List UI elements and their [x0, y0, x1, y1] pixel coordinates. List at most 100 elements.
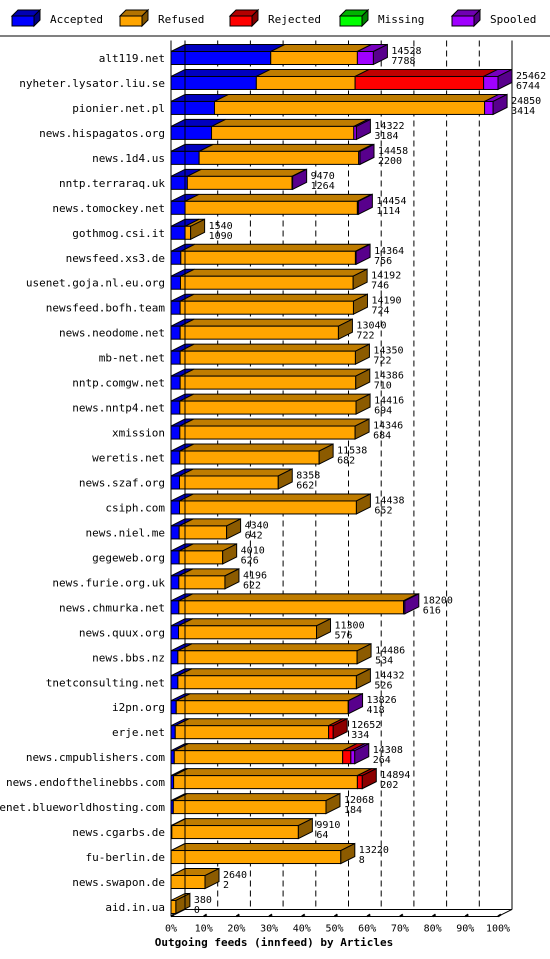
bar-segment-accepted — [171, 726, 175, 739]
category-label: mb-net.net — [99, 352, 165, 365]
bar-top-refused — [172, 819, 313, 826]
data-label-secondary: 1264 — [311, 181, 335, 192]
category-label: news.cmpublishers.com — [26, 751, 165, 764]
bar-top-accepted — [171, 69, 270, 76]
category-label: erje.net — [112, 726, 165, 739]
bar-segment-accepted — [171, 551, 179, 564]
bar-top-refused — [180, 369, 370, 376]
bar-top-rejected — [355, 69, 498, 76]
bar-top-refused — [179, 594, 418, 601]
bar-segment-accepted — [171, 301, 180, 314]
legend-missing: Missing — [340, 10, 424, 26]
bar-segment-refused — [178, 651, 357, 664]
category-label: news.bbs.nz — [92, 651, 165, 664]
category-label: aid.in.ua — [105, 901, 165, 914]
category-label: news.chmurka.net — [59, 601, 165, 614]
bar-top-refused — [178, 644, 371, 651]
category-label: weretis.net — [92, 452, 165, 465]
bar-top-refused — [180, 344, 369, 351]
legend-rejected-label: Rejected — [268, 13, 321, 26]
bar-top-refused — [180, 294, 367, 301]
category-label: newsfeed.bofh.team — [46, 302, 166, 315]
category-label: news.hispagatos.org — [39, 127, 165, 140]
bar-top-refused — [174, 744, 356, 751]
bar-top-refused — [199, 144, 373, 151]
bar-segment-refused — [214, 101, 484, 114]
bar-top-refused — [180, 419, 369, 426]
bar-top-refused — [175, 719, 342, 726]
bar-segment-refused — [256, 76, 355, 89]
data-label-secondary: 722 — [373, 356, 391, 367]
bar-segment-accepted — [171, 276, 180, 289]
data-label-secondary: 2200 — [378, 156, 402, 167]
category-label: newsfeed.xs3.de — [66, 252, 165, 265]
legend-missing-swatch — [340, 16, 362, 26]
legend-refused: Refused — [120, 10, 204, 26]
x-tick-label: 20% — [227, 923, 245, 934]
data-label-secondary: 334 — [351, 730, 369, 741]
data-label-secondary: 626 — [241, 555, 259, 566]
legend-accepted-swatch — [12, 16, 34, 26]
bar-segment-refused — [178, 676, 357, 689]
category-label: i2pn.org — [112, 701, 165, 714]
bar-segment-accepted — [171, 426, 180, 439]
bar-top-refused — [180, 269, 367, 276]
bar-segment-accepted — [171, 701, 176, 714]
bar-top-refused — [271, 45, 372, 52]
bar-segment-refused — [180, 276, 353, 289]
legend-spooled-swatch — [452, 16, 474, 26]
bar-segment-accepted — [171, 676, 178, 689]
bar-segment-accepted — [171, 601, 179, 614]
bar-segment-refused — [171, 900, 176, 913]
data-label-secondary: 1114 — [376, 206, 400, 217]
bar-segment-refused — [187, 176, 292, 189]
bar-segment-accepted — [171, 576, 179, 589]
bar-top-refused — [180, 469, 293, 476]
bar-top-refused — [187, 169, 306, 176]
data-label-secondary: 576 — [335, 630, 353, 641]
data-label-secondary: 1090 — [209, 231, 233, 242]
data-label-secondary: 662 — [296, 480, 314, 491]
data-label-secondary: 3414 — [511, 106, 535, 117]
bar-top-refused — [180, 494, 371, 501]
bar-segment-refused — [185, 201, 357, 214]
data-label-secondary: 682 — [337, 456, 355, 467]
bar-segment-spooled — [485, 101, 494, 114]
data-label-secondary: 3184 — [374, 131, 398, 142]
category-label: usenet.goja.nl.eu.org — [26, 277, 165, 290]
bar-top-refused — [180, 444, 333, 451]
bar-segment-refused — [180, 401, 356, 414]
data-label-secondary: 6744 — [516, 81, 540, 92]
data-label-secondary: 264 — [373, 755, 391, 766]
category-label: nyheter.lysator.liu.se — [19, 77, 165, 90]
bar-segment-refused — [199, 151, 359, 164]
bar-top-refused — [176, 694, 362, 701]
bar-segment-refused — [179, 526, 226, 539]
bar-segment-rejected — [329, 726, 334, 739]
category-label: nntp.terraraq.uk — [59, 177, 165, 190]
bar-segment-refused — [181, 251, 356, 264]
bar-top-refused — [178, 669, 371, 676]
legend-rejected-swatch — [230, 16, 252, 26]
bar-segment-refused — [171, 876, 205, 889]
bar-segment-refused — [175, 726, 328, 739]
category-label: news.endofthelinebbs.com — [6, 776, 165, 789]
bar-segment-accepted — [171, 526, 179, 539]
data-label-secondary: 652 — [374, 505, 392, 516]
x-tick-label: 10% — [195, 923, 213, 934]
bar-segment-accepted — [171, 626, 179, 639]
bar-segment-accepted — [171, 351, 180, 364]
x-tick-label: 60% — [358, 923, 376, 934]
category-label: news.tomockey.net — [52, 202, 165, 215]
bar-segment-refused — [174, 776, 358, 789]
bar-segment-refused — [176, 701, 348, 714]
data-label-secondary: 724 — [371, 306, 389, 317]
bar-segment-refused — [180, 326, 338, 339]
bar-segment-refused — [185, 226, 191, 239]
bar-segment-refused — [171, 851, 341, 864]
category-label: gothmog.csi.it — [72, 227, 165, 240]
bar-segment-spooled — [357, 52, 373, 65]
data-label-secondary: 526 — [374, 680, 392, 691]
category-label: news.swapon.de — [72, 876, 165, 889]
category-label: news.nntp4.net — [72, 402, 165, 415]
